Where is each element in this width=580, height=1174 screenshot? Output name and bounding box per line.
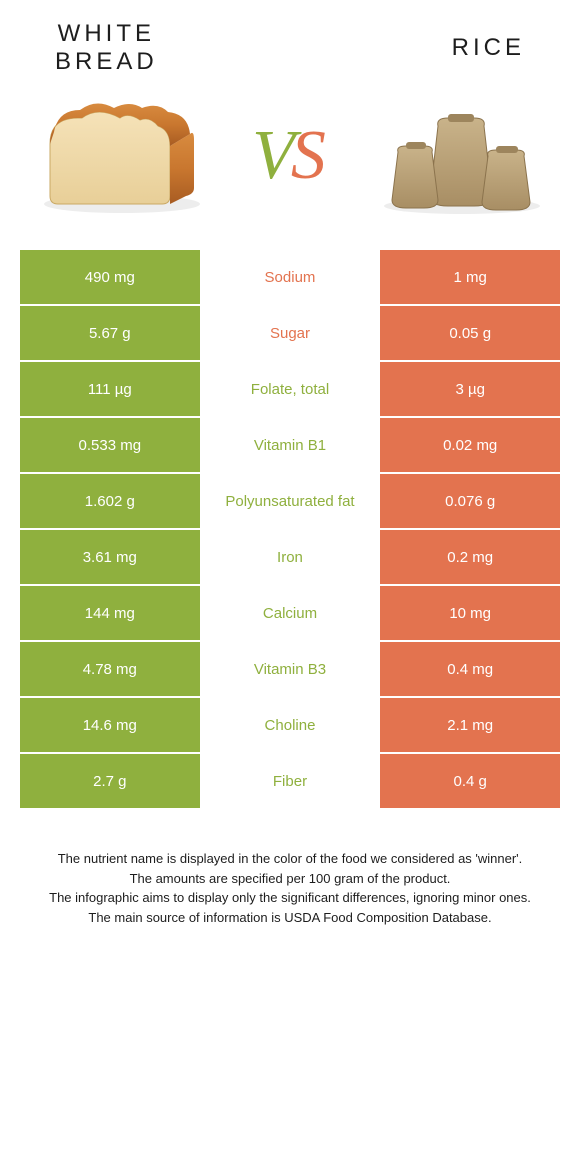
right-food-title-text: Rice: [452, 34, 525, 61]
table-row: 4.78 mgVitamin B30.4 mg: [20, 641, 560, 697]
table-row: 111 µgFolate, total3 µg: [20, 361, 560, 417]
table-row: 5.67 gSugar0.05 g: [20, 305, 560, 361]
table-row: 2.7 gFiber0.4 g: [20, 753, 560, 809]
left-value-cell: 14.6 mg: [20, 697, 200, 753]
right-value-cell: 10 mg: [380, 585, 560, 641]
footnote-line: The main source of information is USDA F…: [40, 909, 540, 927]
nutrient-name-cell: Folate, total: [200, 361, 381, 417]
white-bread-image: [30, 93, 210, 218]
rice-sacks-icon: [370, 96, 550, 216]
nutrient-name-cell: Choline: [200, 697, 381, 753]
right-food-title: Rice: [452, 20, 525, 62]
footnote-line: The nutrient name is displayed in the co…: [40, 850, 540, 868]
left-value-cell: 144 mg: [20, 585, 200, 641]
left-value-cell: 5.67 g: [20, 305, 200, 361]
table-row: 14.6 mgCholine2.1 mg: [20, 697, 560, 753]
nutrient-name-cell: Fiber: [200, 753, 381, 809]
left-value-cell: 0.533 mg: [20, 417, 200, 473]
left-food-title-text: WHITEBREAD: [55, 20, 158, 75]
bread-loaf-icon: [30, 96, 210, 216]
right-value-cell: 0.4 mg: [380, 641, 560, 697]
table-row: 144 mgCalcium10 mg: [20, 585, 560, 641]
table-row: 490 mgSodium1 mg: [20, 249, 560, 305]
title-row: WHITEBREAD Rice: [0, 0, 580, 75]
nutrient-comparison-table: 490 mgSodium1 mg5.67 gSugar0.05 g111 µgF…: [20, 248, 560, 810]
nutrient-name-cell: Iron: [200, 529, 381, 585]
left-value-cell: 3.61 mg: [20, 529, 200, 585]
right-value-cell: 0.02 mg: [380, 417, 560, 473]
footnote-line: The infographic aims to display only the…: [40, 889, 540, 907]
nutrient-name-cell: Sodium: [200, 249, 381, 305]
right-value-cell: 3 µg: [380, 361, 560, 417]
table-row: 1.602 gPolyunsaturated fat0.076 g: [20, 473, 560, 529]
right-value-cell: 2.1 mg: [380, 697, 560, 753]
nutrient-name-cell: Vitamin B3: [200, 641, 381, 697]
right-value-cell: 0.4 g: [380, 753, 560, 809]
right-value-cell: 0.05 g: [380, 305, 560, 361]
nutrient-name-cell: Sugar: [200, 305, 381, 361]
nutrient-name-cell: Vitamin B1: [200, 417, 381, 473]
table-row: 3.61 mgIron0.2 mg: [20, 529, 560, 585]
left-food-title: WHITEBREAD: [55, 20, 158, 75]
hero-row: VS: [0, 75, 580, 248]
left-value-cell: 2.7 g: [20, 753, 200, 809]
left-value-cell: 490 mg: [20, 249, 200, 305]
vs-label: VS: [252, 116, 328, 196]
left-value-cell: 4.78 mg: [20, 641, 200, 697]
left-value-cell: 1.602 g: [20, 473, 200, 529]
right-value-cell: 0.2 mg: [380, 529, 560, 585]
nutrient-name-cell: Calcium: [200, 585, 381, 641]
vs-s-letter: S: [291, 117, 328, 194]
nutrient-name-cell: Polyunsaturated fat: [200, 473, 381, 529]
table-row: 0.533 mgVitamin B10.02 mg: [20, 417, 560, 473]
footnotes: The nutrient name is displayed in the co…: [40, 850, 540, 926]
rice-image: [370, 93, 550, 218]
footnote-line: The amounts are specified per 100 gram o…: [40, 870, 540, 888]
right-value-cell: 1 mg: [380, 249, 560, 305]
right-value-cell: 0.076 g: [380, 473, 560, 529]
left-value-cell: 111 µg: [20, 361, 200, 417]
